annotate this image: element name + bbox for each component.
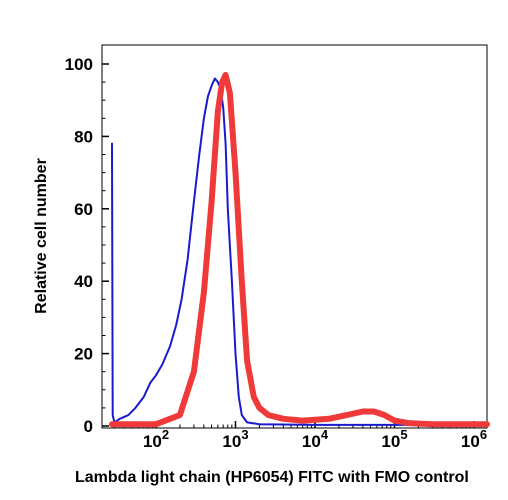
x-tick-label: 104: [302, 427, 329, 451]
y-axis-label: Relative cell number: [33, 158, 50, 314]
y-tick-label: 20: [74, 345, 93, 364]
x-tick-label: 106: [461, 427, 487, 451]
x-axis-label: Lambda light chain (HP6054) FITC with FM…: [75, 469, 469, 486]
y-tick-label: 40: [74, 272, 93, 291]
series-line-blue: [111, 77, 488, 426]
x-tick-label: 103: [222, 427, 248, 451]
y-tick-label: 60: [74, 200, 93, 219]
y-tick-label: 80: [74, 127, 93, 146]
series-line-red: [109, 71, 490, 428]
plot-frame: [101, 44, 488, 429]
x-tick-label: 102: [143, 427, 169, 451]
y-tick-label: 100: [65, 55, 93, 74]
tick-labels: 0 20 40 60 80 100 102 103 104 105 106: [65, 55, 487, 451]
series-group: [109, 71, 490, 428]
x-tick-label: 105: [381, 427, 407, 451]
y-tick-label: 0: [84, 417, 93, 436]
